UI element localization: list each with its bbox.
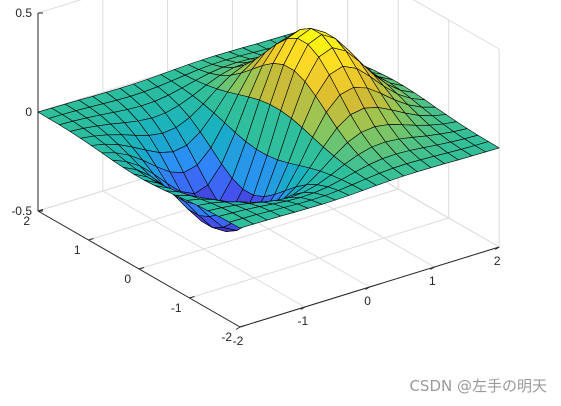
x-tick-label: 1 [429, 274, 436, 288]
x-tick-label: 0 [364, 294, 371, 308]
y-tick-mark [138, 267, 145, 270]
y-tick-label: -1 [171, 301, 182, 315]
watermark: CSDN @左手の明天 [409, 377, 547, 395]
y-tick-label: 0 [124, 272, 131, 286]
y-tick-label: 1 [74, 243, 81, 257]
x-tick-label: -1 [297, 314, 308, 328]
x-tick-mark [300, 306, 306, 310]
x-tick-label: 2 [494, 254, 501, 268]
x-tick-mark [365, 286, 370, 290]
z-tick-label: 0.5 [15, 6, 32, 20]
x-tick-mark [430, 266, 435, 270]
x-tick-mark [494, 246, 500, 250]
x-tick-label: -2 [233, 334, 244, 348]
y-tick-mark [88, 238, 94, 241]
x-tick-mark [235, 326, 241, 330]
y-tick-label: 2 [23, 214, 30, 228]
y-tick-mark [189, 296, 195, 299]
grid-line [412, 0, 500, 50]
y-tick-label: -2 [221, 330, 232, 344]
surface-patch [229, 218, 254, 229]
grid-line [189, 217, 449, 299]
z-tick-label: -0.5 [11, 204, 32, 218]
y-tick-mark [239, 325, 246, 328]
z-tick-label: 0 [25, 105, 32, 119]
grid-line [138, 188, 399, 270]
